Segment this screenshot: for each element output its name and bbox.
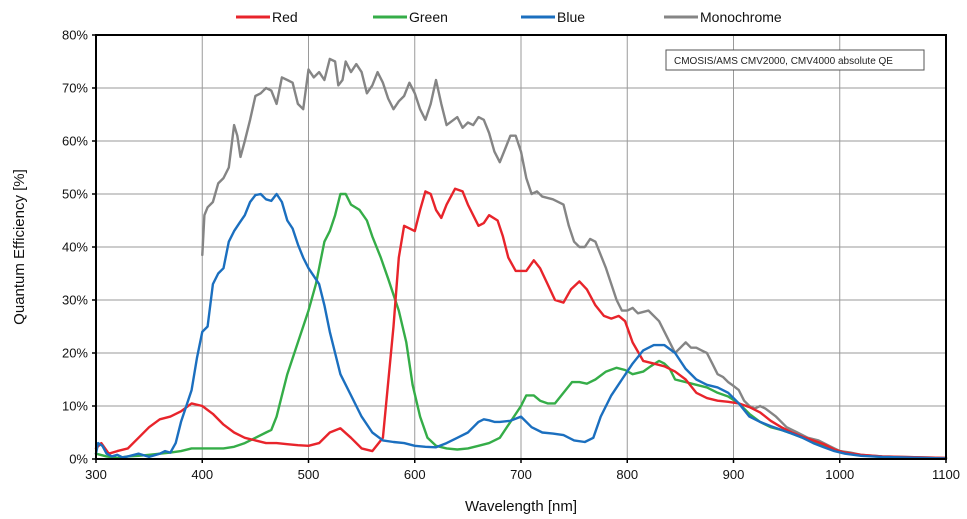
y-tick-label-80: 80% bbox=[62, 28, 88, 43]
x-tick-label-1100: 1100 bbox=[932, 467, 960, 482]
x-tick-label-400: 400 bbox=[191, 467, 213, 482]
y-tick-label-0: 0% bbox=[69, 452, 88, 467]
y-tick-label-40: 40% bbox=[62, 240, 88, 255]
legend-label-green: Green bbox=[409, 9, 448, 25]
annotation-frame bbox=[665, 49, 925, 71]
series-line-blue bbox=[94, 192, 948, 460]
annotation-box: CMOSIS/AMS CMV2000, CMV4000 absolute QE bbox=[665, 49, 925, 71]
legend: Red Green Blue Monochrome bbox=[236, 9, 782, 25]
x-tick-label-700: 700 bbox=[510, 467, 532, 482]
series-line-monochrome bbox=[201, 57, 948, 460]
y-tick-label-30: 30% bbox=[62, 293, 88, 308]
y-tick-label-10: 10% bbox=[62, 399, 88, 414]
x-tick-label-1000: 1000 bbox=[825, 467, 854, 482]
x-tick-label-300: 300 bbox=[85, 467, 107, 482]
legend-label-blue: Blue bbox=[557, 9, 585, 25]
legend-label-monochrome: Monochrome bbox=[700, 9, 782, 25]
y-axis-ticks: 0% 10% 20% 30% 40% 50% 60% 70% 80% bbox=[62, 28, 96, 467]
series-line-red bbox=[94, 187, 948, 460]
annotation-text: CMOSIS/AMS CMV2000, CMV4000 absolute QE bbox=[674, 56, 893, 67]
x-tick-label-500: 500 bbox=[298, 467, 320, 482]
x-tick-label-600: 600 bbox=[404, 467, 426, 482]
y-axis-title: Quantum Efficiency [%] bbox=[11, 169, 28, 325]
legend-label-red: Red bbox=[272, 9, 298, 25]
y-tick-label-60: 60% bbox=[62, 134, 88, 149]
series-lines bbox=[94, 57, 948, 460]
y-tick-label-50: 50% bbox=[62, 187, 88, 202]
x-tick-label-900: 900 bbox=[723, 467, 745, 482]
x-axis-title: Wavelength [nm] bbox=[465, 498, 577, 515]
y-tick-label-70: 70% bbox=[62, 81, 88, 96]
y-tick-label-20: 20% bbox=[62, 346, 88, 361]
x-axis-ticks: 300 400 500 600 700 800 900 1000 1100 bbox=[85, 459, 960, 482]
x-tick-label-800: 800 bbox=[616, 467, 638, 482]
